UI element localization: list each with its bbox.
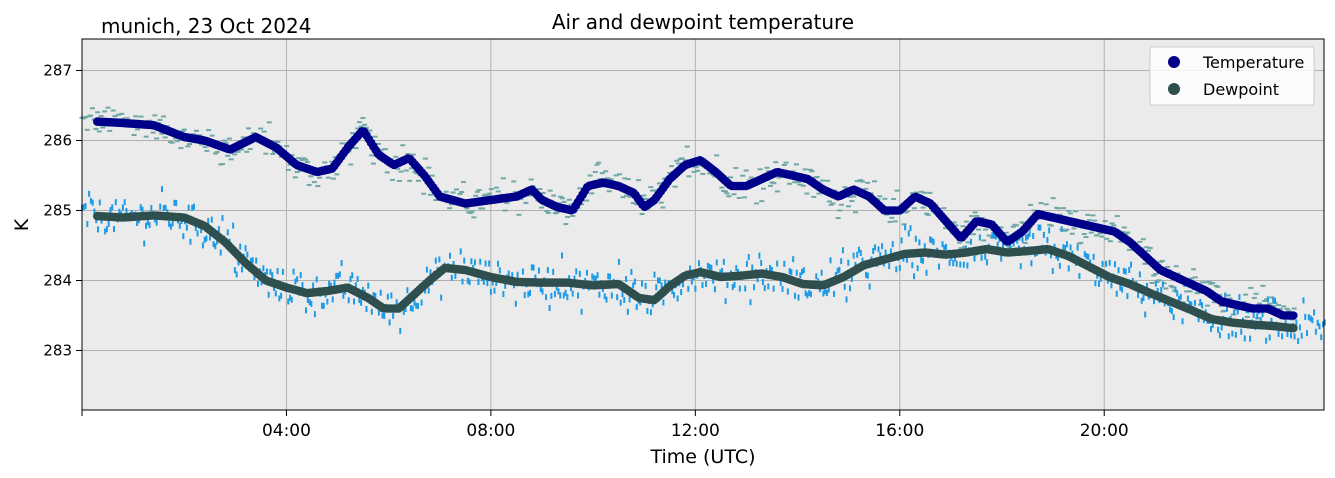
series-dewpoint <box>93 211 1298 333</box>
legend-marker-temperature <box>1168 56 1180 68</box>
chart-title: Air and dewpoint temperature <box>552 10 854 34</box>
x-axis-label: Time (UTC) <box>649 446 755 468</box>
chart-subtitle: munich, 23 Oct 2024 <box>101 14 311 38</box>
series-temperature <box>93 117 1298 320</box>
x-tick-label-4: 20:00 <box>1080 421 1129 441</box>
y-tick-label-0: 283 <box>43 342 72 360</box>
x-axis: 04:00 08:00 12:00 16:00 20:00 <box>81 410 1129 441</box>
y-axis: 283 284 285 286 287 <box>43 62 82 360</box>
legend-marker-dewpoint <box>1168 83 1180 95</box>
legend-box <box>1149 46 1315 106</box>
plot-area <box>82 39 1324 410</box>
x-tick-label-1: 08:00 <box>466 421 515 441</box>
grid <box>82 39 1324 410</box>
legend-label-dewpoint: Dewpoint <box>1203 80 1279 99</box>
y-axis-label: K <box>11 218 33 231</box>
y-tick-label-4: 287 <box>43 62 72 80</box>
plot-frame <box>81 38 1325 411</box>
point-1-520 <box>1289 323 1298 333</box>
y-tick-label-2: 285 <box>43 202 72 220</box>
x-tick-label-2: 12:00 <box>671 421 720 441</box>
legend-label-temperature: Temperature <box>1202 53 1304 72</box>
y-tick-label-3: 286 <box>43 132 72 150</box>
series-layer <box>93 117 1298 333</box>
x-tick-label-0: 04:00 <box>262 421 311 441</box>
y-tick-label-1: 284 <box>43 272 72 290</box>
point-0-520 <box>1289 311 1298 320</box>
legend: Temperature Dewpoint <box>1149 46 1315 106</box>
x-tick-label-3: 16:00 <box>875 421 924 441</box>
